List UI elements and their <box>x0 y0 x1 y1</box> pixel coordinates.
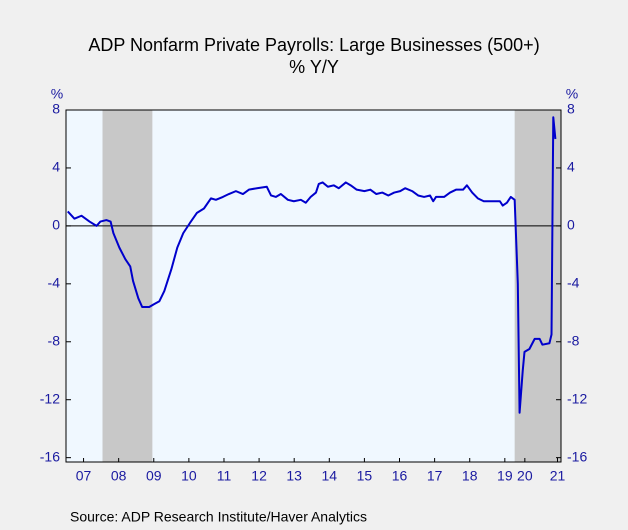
x-tick-label: 10 <box>181 468 197 484</box>
x-tick-label: 13 <box>286 468 302 484</box>
x-tick-label: 08 <box>111 468 127 484</box>
x-tick-label: 14 <box>322 468 338 484</box>
plot-frame <box>65 109 562 463</box>
y-tick-label: 0 <box>52 217 60 233</box>
y2-tick-label: -16 <box>567 448 587 464</box>
x-tick-label: 19 <box>497 468 513 484</box>
chart-title: ADP Nonfarm Private Payrolls: Large Busi… <box>88 35 539 55</box>
x-tick-label: 18 <box>462 468 478 484</box>
source-note: Source: ADP Research Institute/Haver Ana… <box>70 509 367 525</box>
x-tick-label: 07 <box>76 468 92 484</box>
y2-axis-label: % <box>566 86 578 102</box>
y2-tick-label: -4 <box>567 275 580 291</box>
y2-tick-label: 4 <box>567 159 575 175</box>
x-tick-label: 20 <box>517 468 533 484</box>
y-tick-label: 8 <box>52 101 60 117</box>
line-series <box>67 116 557 414</box>
recession-band <box>514 110 561 462</box>
x-tick-label: 12 <box>251 468 267 484</box>
y-axis-label: % <box>51 86 63 102</box>
y2-tick-label: -8 <box>567 332 580 348</box>
x-tick-label: 15 <box>357 468 373 484</box>
y-tick-label: -12 <box>40 390 60 406</box>
x-tick-label: 16 <box>392 468 408 484</box>
recession-band <box>102 110 153 462</box>
y2-tick-label: 0 <box>567 217 575 233</box>
y2-tick-label: -12 <box>567 390 587 406</box>
y-tick-label: 4 <box>52 159 60 175</box>
x-tick-label: 09 <box>146 468 162 484</box>
y-tick-label: -16 <box>40 448 60 464</box>
x-tick-label: 17 <box>427 468 443 484</box>
y2-tick-label: 8 <box>567 101 575 117</box>
chart-subtitle: % Y/Y <box>289 57 339 77</box>
y-tick-label: -8 <box>48 332 61 348</box>
x-tick-label: 21 <box>550 468 566 484</box>
y-tick-label: -4 <box>48 275 61 291</box>
x-tick-label: 11 <box>217 468 232 484</box>
